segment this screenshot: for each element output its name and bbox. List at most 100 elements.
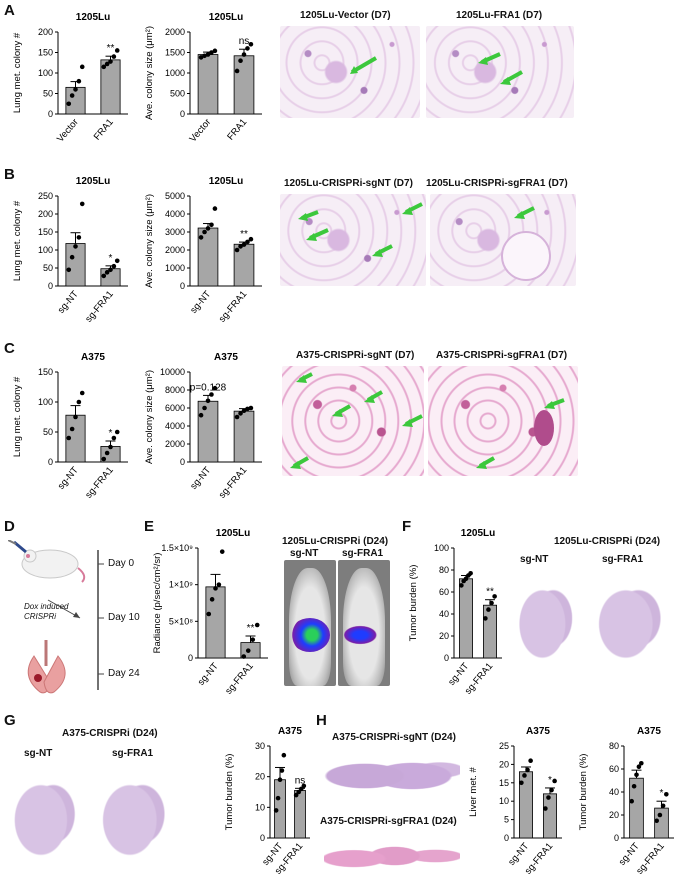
chart-a2-point — [209, 50, 214, 55]
chart-h1-point — [543, 806, 548, 811]
chart-a2-bar — [197, 54, 219, 115]
chart-a1-point — [79, 64, 85, 70]
chart-b2-ytick-label: 3000 — [165, 227, 185, 237]
chart-h1-ytick-label: 0 — [504, 833, 509, 843]
chart-g1-point — [279, 768, 285, 773]
chart-h2-bar — [629, 777, 644, 839]
chart-f1-ytick-label: 20 — [439, 631, 449, 641]
ivis-image-sgfra1 — [338, 560, 390, 686]
chart-e1-point — [206, 611, 212, 617]
ivis-title: 1205Lu-CRISPRi (D24) — [282, 536, 389, 547]
ivis-image-sgnt — [284, 560, 336, 686]
chart-a1-ytick-label: 50 — [43, 89, 53, 99]
timeline-day10: Day 10 — [108, 612, 140, 623]
chart-b-colony-size: 1205Lu Ave. colony size (μm²) 0 1000 2000 300… — [144, 176, 262, 325]
chart-a1-title: 1205Lu — [76, 12, 110, 23]
chart-f1-point — [483, 616, 488, 621]
chart-f1-ytick-label: 40 — [439, 609, 449, 619]
chart-a2-ytick-label: 1500 — [165, 48, 185, 58]
chart-b1-significance: * — [109, 253, 113, 264]
chart-e1-point — [250, 637, 256, 642]
chart-c1-title: A375 — [81, 352, 105, 363]
chart-b2-point — [212, 206, 218, 211]
chart-b2-ytick-label: 5000 — [165, 191, 185, 201]
f-label-sgfra1: sg-FRA1 — [602, 554, 644, 565]
g-label-sgfra1: sg-FRA1 — [112, 748, 154, 759]
chart-g1-ytick-label: 0 — [260, 833, 265, 843]
chart-c2-point — [202, 405, 207, 411]
chart-h2-ytick-label: 60 — [609, 764, 619, 774]
chart-h1-ytick-label: 25 — [499, 741, 509, 751]
chart-h1-point — [528, 758, 533, 764]
chart-c-colony-count: A375 Lung met. colony # 0 50 100 150 sg-NT sg-F… — [12, 352, 128, 501]
micrograph-title-c2: A375-CRISPRi-sgFRA1 (D7) — [436, 350, 568, 361]
chart-a2-point — [248, 42, 254, 47]
chart-h2-point — [629, 798, 634, 804]
chart-e1-bar — [205, 586, 226, 659]
chart-c2-point — [198, 412, 204, 418]
chart-b1-ytick-label: 100 — [38, 245, 53, 255]
chart-c1-point — [66, 435, 72, 441]
chart-b1-point — [66, 267, 72, 273]
g-section-sgnt — [4, 760, 86, 880]
chart-h2-ytick-label: 0 — [614, 833, 619, 843]
chart-h2-point — [664, 792, 669, 797]
timeline-day0: Day 0 — [108, 558, 135, 569]
chart-e1-xtick-label: sg-NT — [196, 661, 221, 688]
timeline-note-2: CRISPRi — [24, 612, 57, 621]
chart-c1-xtick-label: sg-NT — [56, 465, 81, 492]
timeline-diagram — [8, 540, 104, 694]
chart-a1-ytick-label: 150 — [38, 48, 53, 58]
chart-a2-point — [245, 46, 250, 51]
chart-a1-point — [104, 61, 110, 67]
chart-a-colony-size: 1205Lu Ave. colony size (μm²) 0 500 1000 1500… — [144, 12, 262, 145]
chart-g1-point — [281, 752, 287, 758]
chart-b2-point — [234, 247, 240, 253]
chart-e-radiance: 1205Lu Radiance (p/sec/cm²/sr) 0 5×10⁸ 1×10⁹… — [152, 528, 268, 697]
chart-b1-ytick-label: 50 — [43, 263, 53, 273]
chart-g1-point — [298, 786, 304, 792]
chart-f1-bar — [459, 578, 474, 659]
f-label-sgnt: sg-NT — [520, 554, 549, 565]
chart-c2-ylabel: Ave. colony size (μm²) — [144, 370, 155, 464]
chart-b2-ytick-label: 0 — [180, 281, 185, 291]
chart-e1-point — [216, 582, 222, 587]
chart-a1-ytick-label: 200 — [38, 27, 53, 37]
chart-h2-point — [634, 772, 639, 778]
chart-a2-xtick-label: Vector — [188, 117, 214, 145]
chart-c2-ytick-label: 8000 — [165, 385, 185, 395]
panel-label-c: C — [4, 340, 15, 357]
ivis-label-sgfra1: sg-FRA1 — [342, 548, 384, 559]
micrograph-b-sgfra1 — [430, 194, 576, 286]
chart-b2-point — [245, 239, 250, 245]
h-section-sgfra1 — [324, 830, 460, 882]
chart-c2-ytick-label: 2000 — [165, 439, 185, 449]
chart-c2-point — [234, 414, 240, 420]
chart-c1-ytick-label: 0 — [48, 457, 53, 467]
chart-b1-point — [104, 270, 110, 275]
chart-c1-ylabel: Lung met. colony # — [12, 376, 23, 457]
chart-e1-title: 1205Lu — [216, 528, 250, 539]
chart-b1-point — [79, 201, 85, 207]
chart-g1-bar — [294, 790, 306, 839]
chart-h2-ytick-label: 40 — [609, 787, 619, 797]
chart-h1-ylabel: Liver met. # — [468, 766, 479, 816]
chart-g1-ytick-label: 20 — [255, 772, 265, 782]
chart-a1-point — [111, 54, 117, 59]
chart-h1-bar — [543, 793, 558, 839]
chart-a1-point — [114, 48, 120, 53]
chart-a1-ytick-label: 100 — [38, 68, 53, 78]
chart-f1-point — [459, 583, 464, 588]
chart-c-colony-size: A375 Ave. colony size (μm²) 0 2000 4000 6000 8… — [144, 352, 262, 501]
chart-e1-ytick-label: 5×10⁸ — [169, 616, 193, 626]
chart-c2-point — [241, 408, 247, 413]
chart-h2-ytick-label: 20 — [609, 810, 619, 820]
micrograph-b-sgnt — [280, 194, 426, 286]
panel-label-a: A — [4, 2, 15, 19]
chart-h1-point — [519, 780, 524, 786]
chart-c2-point — [238, 411, 243, 416]
chart-c2-point — [212, 385, 218, 391]
chart-g1-point — [296, 789, 302, 795]
chart-g1-title: A375 — [278, 726, 302, 737]
chart-f1-point — [492, 594, 497, 599]
